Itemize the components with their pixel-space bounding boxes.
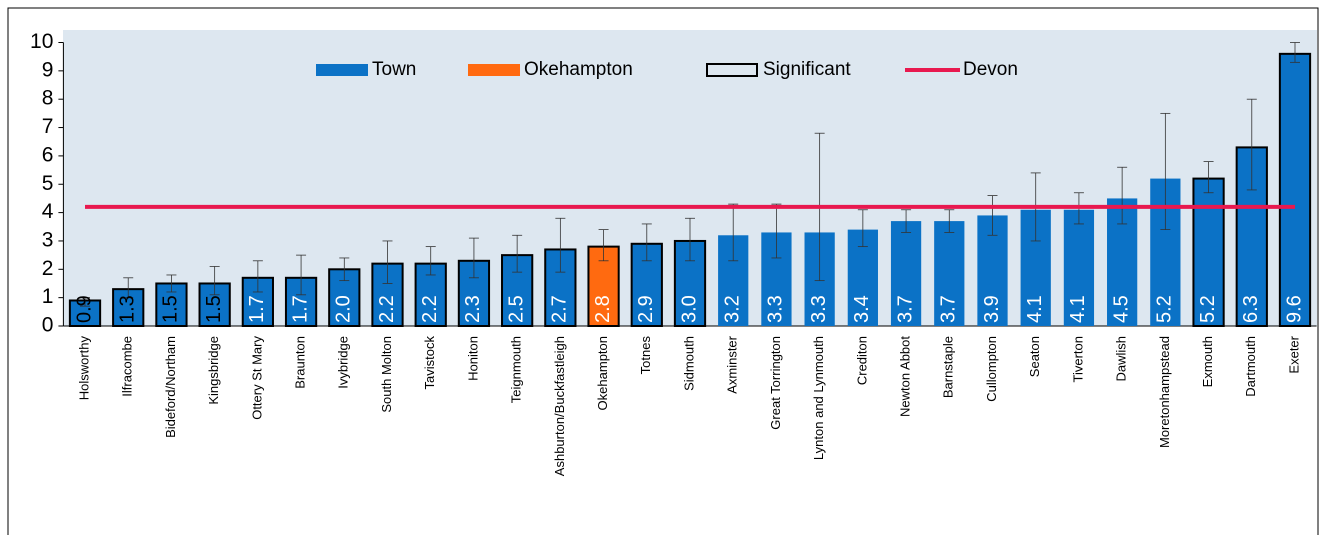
value-label: 1.7 [289,295,311,323]
x-tick-label: Barnstaple [941,336,956,398]
x-tick-label: Honiton [465,336,480,381]
x-tick-label: Seaton [1027,336,1042,377]
value-label: 2.3 [462,295,484,323]
bar [934,221,965,326]
x-tick-label: Cullompton [984,336,999,402]
value-label: 3.4 [851,295,873,323]
value-label: 3.3 [808,295,830,323]
bar [1063,209,1095,326]
x-tick-label: Exeter [1286,335,1301,373]
x-tick-label: Bideford/Northam [163,336,178,438]
y-tick-label: 8 [42,87,54,110]
y-tick-label: 2 [42,257,54,280]
y-tick-label: 7 [42,115,54,138]
value-label: 4.5 [1110,295,1132,323]
x-tick-label: Dawlish [1114,336,1129,382]
x-tick-label: Dartmouth [1243,336,1258,397]
value-label: 4.1 [1067,295,1089,323]
value-label: 2.9 [635,295,657,323]
x-tick-label: Teignmouth [509,336,524,403]
x-tick-label: Great Torrington [768,336,783,430]
x-tick-label: Tavistock [422,336,437,390]
x-tick-label: Ashburton/Buckfastleigh [552,336,567,476]
value-label: 0.9 [73,295,95,323]
value-label: 5.2 [1197,295,1219,323]
bar [890,221,922,326]
y-tick-label: 3 [42,228,54,251]
value-label: 3.2 [721,295,743,323]
x-tick-label: Exmouth [1200,336,1215,387]
value-label: 1.5 [160,295,182,323]
x-tick-label: Sidmouth [681,336,696,391]
x-tick-label: Kingsbridge [206,336,221,405]
x-tick-label: Axminster [725,335,740,393]
value-label: 3.7 [894,295,916,323]
x-tick-label: Moretonhampstead [1157,336,1172,448]
value-label: 1.3 [117,295,139,323]
y-tick-label: 5 [42,172,54,195]
value-label: 3.3 [765,295,787,323]
y-tick-label: 1 [42,285,54,308]
value-label: 9.6 [1283,295,1305,323]
legend-label: Significant [763,59,851,80]
x-tick-label: Totnes [638,336,653,375]
y-tick-label: 6 [42,143,54,166]
frame [7,7,1319,535]
y-tick-label: 10 [30,30,53,53]
x-tick-label: Ilfracombe [120,336,135,397]
value-label: 5.2 [1154,295,1176,323]
legend-swatch [468,64,520,76]
value-label: 2.5 [505,295,527,323]
value-label: 6.3 [1240,295,1262,323]
x-tick-label: Ottery St Mary [249,336,264,420]
value-label: 4.1 [1024,295,1046,323]
x-tick-label: Holsworthy [76,336,91,401]
x-tick-label: Okehampton [595,336,610,410]
y-tick-label: 0 [42,314,54,337]
x-tick-label: Tiverton [1070,336,1085,382]
value-label: 3.9 [981,295,1003,323]
value-label: 2.2 [419,295,441,323]
value-label: 2.7 [549,295,571,323]
x-tick-label: Ivybridge [336,336,351,389]
value-label: 2.8 [592,295,614,323]
legend-label: Town [372,59,416,80]
y-tick-label: 9 [42,58,54,81]
value-label: 2.2 [376,295,398,323]
x-tick-label: South Molton [379,336,394,413]
x-tick-label: Braunton [293,336,308,389]
x-tick-label: Lynton and Lynmouth [811,336,826,460]
value-label: 1.7 [246,295,268,323]
legend-swatch [316,64,368,76]
value-label: 3.0 [678,295,700,323]
x-tick-label: Newton Abbot [898,336,913,417]
legend-label: Devon [963,59,1018,80]
value-label: 1.5 [203,295,225,323]
value-label: 3.7 [938,295,960,323]
legend-swatch [706,63,758,77]
value-label: 2.0 [333,295,355,323]
x-tick-label: Crediton [854,336,869,385]
y-tick-label: 4 [42,200,54,223]
bar [1278,52,1312,328]
legend-label: Okehampton [524,59,633,80]
